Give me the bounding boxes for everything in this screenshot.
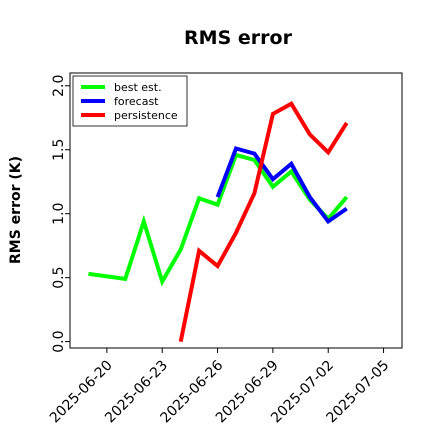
y-tick-label: 1.0 [51,203,67,225]
series-line-forecast [215,146,348,225]
y-tick-label: 1.5 [51,139,67,161]
y-tick-label: 0.5 [51,267,67,289]
legend-label: best est. [114,81,162,94]
series-line-best-est [88,152,349,287]
y-tick-label: 2.0 [51,75,67,97]
series-line-persistence [178,101,349,342]
y-axis-label: RMS error (K) [8,156,24,264]
plot-frame [69,72,403,349]
plot-area: 0.00.51.01.52.02025-06-202025-06-232025-… [47,75,393,427]
y-tick-label: 0.0 [51,330,67,352]
legend-label: persistence [114,109,178,122]
legend-label: forecast [114,95,159,108]
chart-title: RMS error [184,27,293,49]
